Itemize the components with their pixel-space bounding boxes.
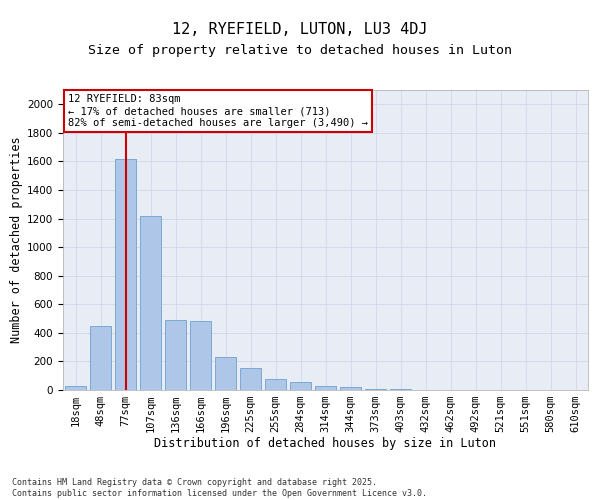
Bar [265,378,286,390]
Bar [365,388,386,390]
Bar [90,326,111,390]
Text: 12 RYEFIELD: 83sqm
← 17% of detached houses are smaller (713)
82% of semi-detach: 12 RYEFIELD: 83sqm ← 17% of detached hou… [68,94,368,128]
Bar [140,216,161,390]
Bar [115,158,136,390]
Text: Size of property relative to detached houses in Luton: Size of property relative to detached ho… [88,44,512,57]
Bar [65,386,86,390]
Bar [215,357,236,390]
Bar [315,386,336,390]
Bar [290,382,311,390]
Y-axis label: Number of detached properties: Number of detached properties [10,136,23,344]
Text: Contains HM Land Registry data © Crown copyright and database right 2025.
Contai: Contains HM Land Registry data © Crown c… [12,478,427,498]
Bar [190,322,211,390]
Bar [240,368,261,390]
Bar [340,387,361,390]
Text: 12, RYEFIELD, LUTON, LU3 4DJ: 12, RYEFIELD, LUTON, LU3 4DJ [172,22,428,38]
Bar [165,320,186,390]
X-axis label: Distribution of detached houses by size in Luton: Distribution of detached houses by size … [155,436,497,450]
